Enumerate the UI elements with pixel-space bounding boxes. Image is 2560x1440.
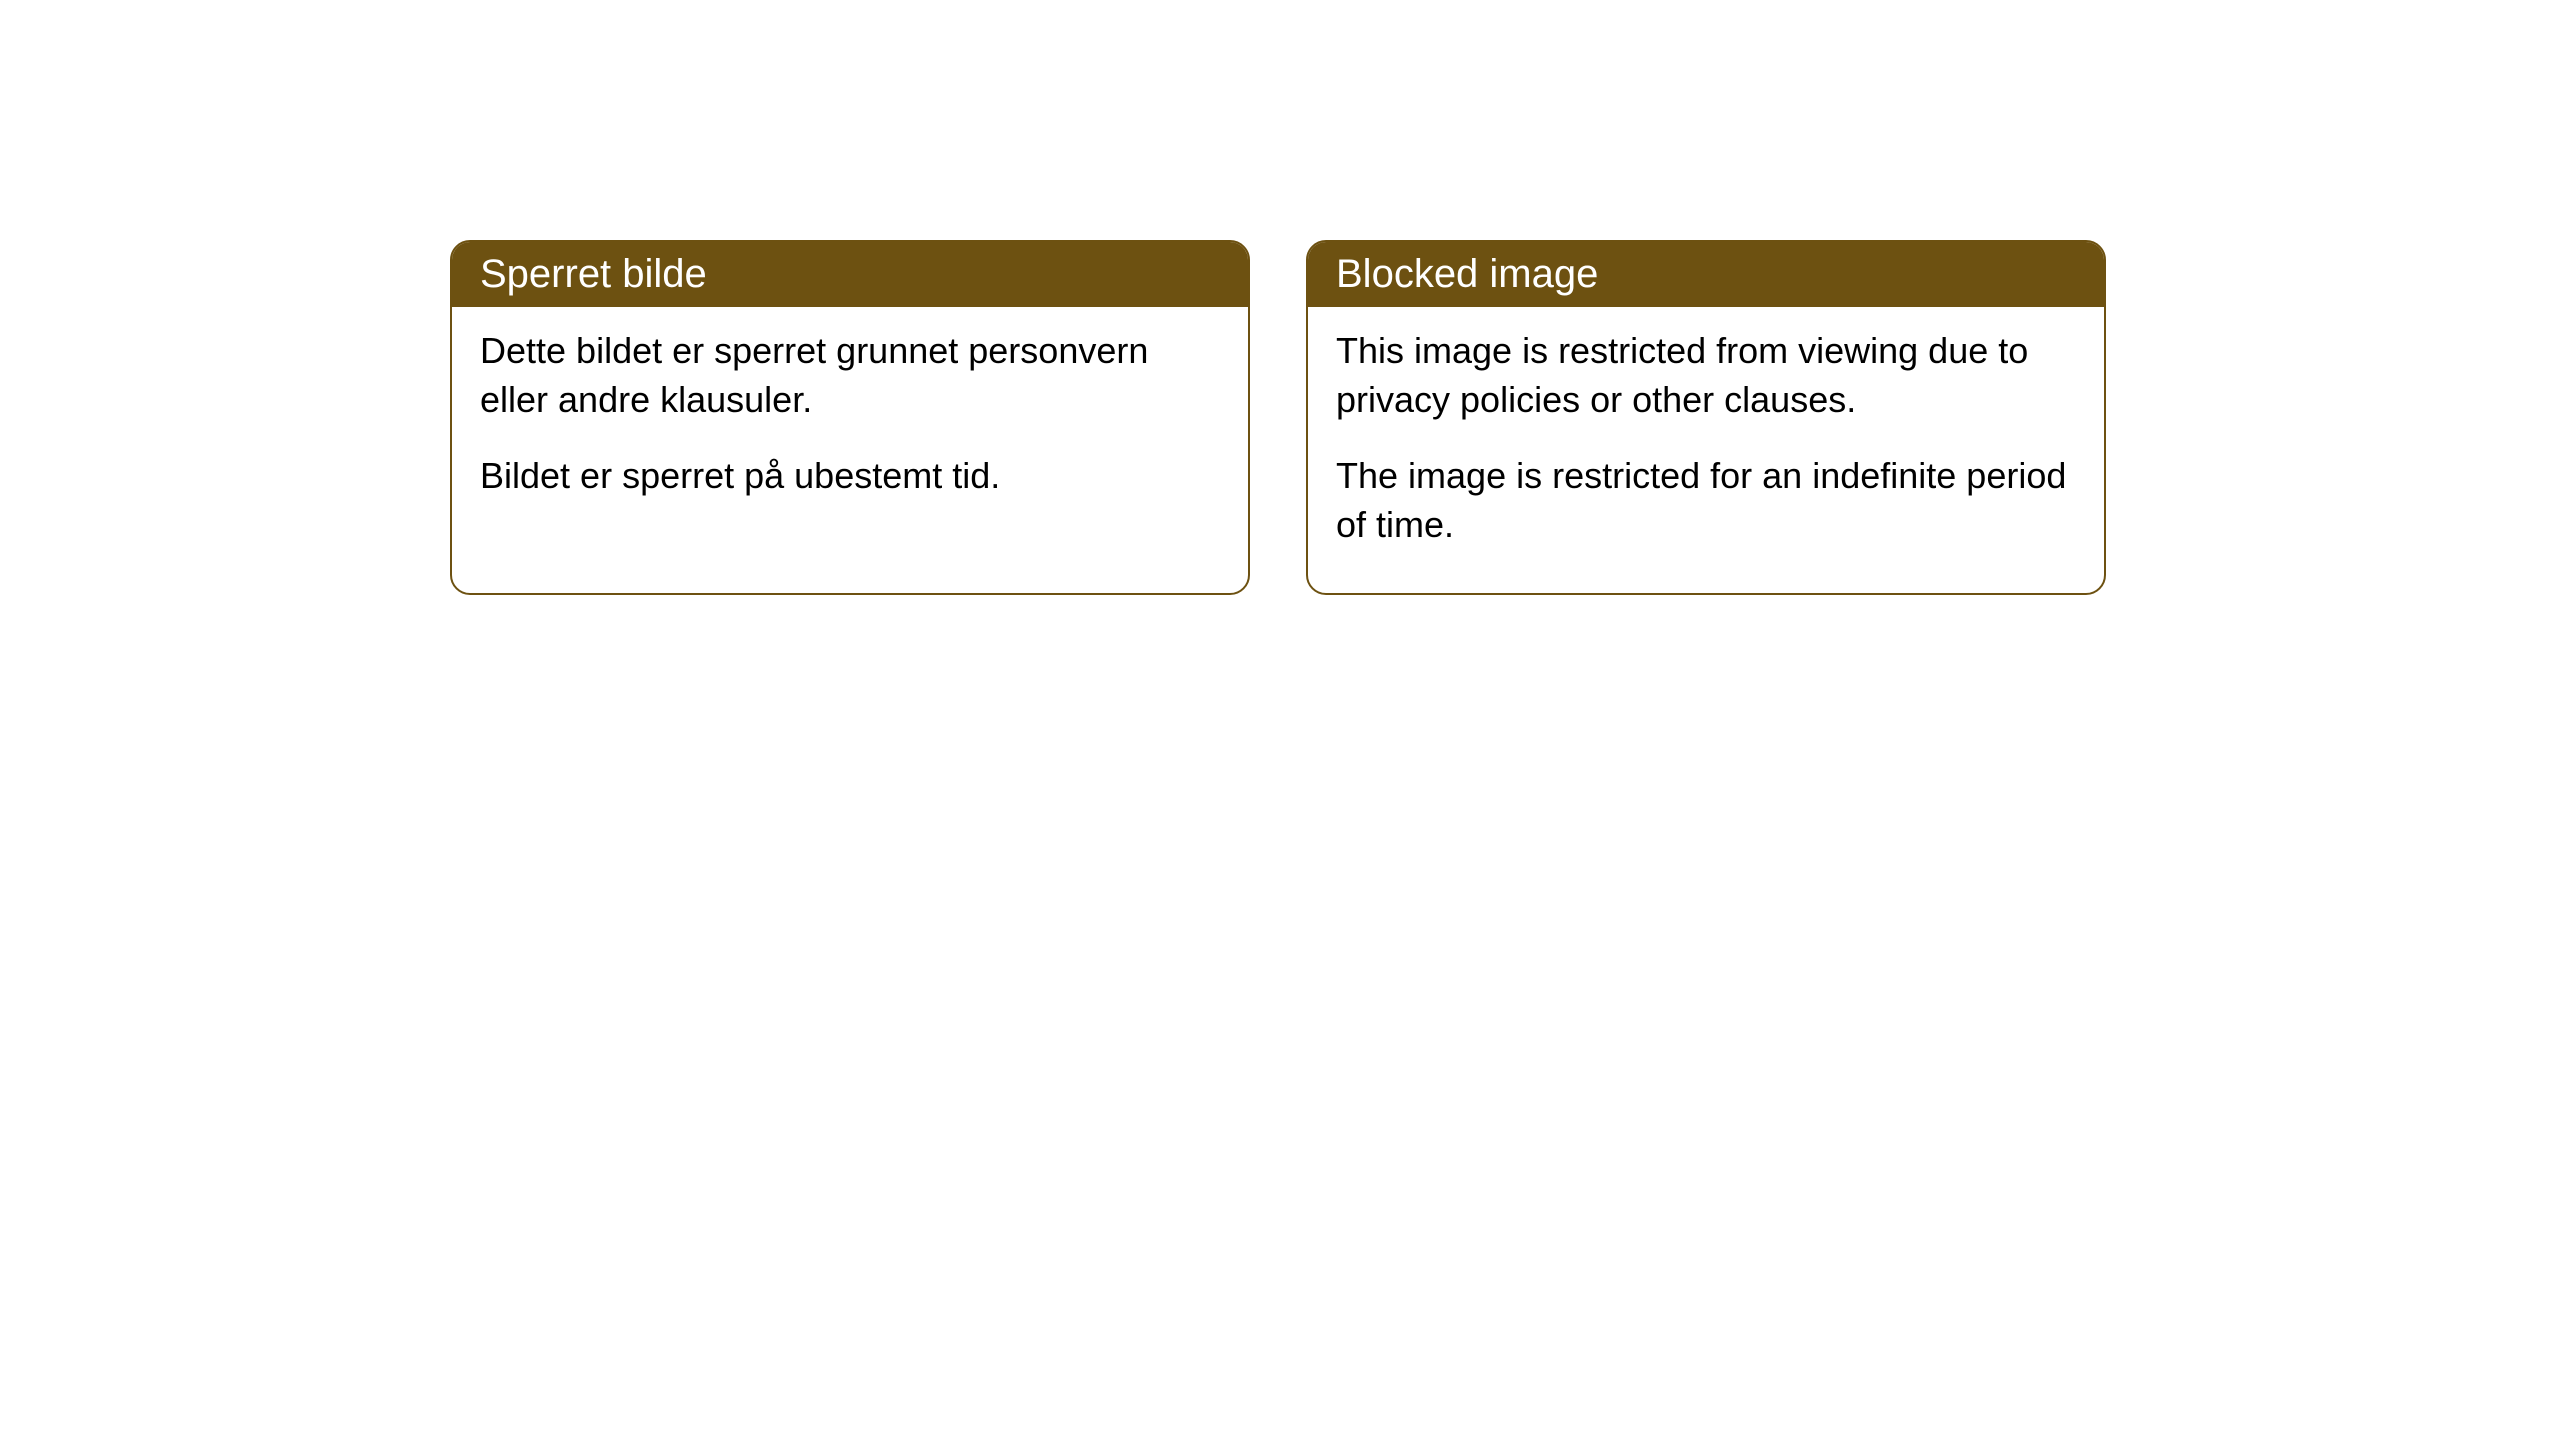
card-body-english: This image is restricted from viewing du…: [1308, 307, 2104, 593]
blocked-image-card-norwegian: Sperret bilde Dette bildet er sperret gr…: [450, 240, 1250, 595]
card-paragraph-2: Bildet er sperret på ubestemt tid.: [480, 452, 1220, 501]
card-paragraph-2: The image is restricted for an indefinit…: [1336, 452, 2076, 549]
blocked-image-card-english: Blocked image This image is restricted f…: [1306, 240, 2106, 595]
card-title: Blocked image: [1336, 252, 1598, 296]
card-paragraph-1: Dette bildet er sperret grunnet personve…: [480, 327, 1220, 424]
card-title: Sperret bilde: [480, 252, 707, 296]
card-body-norwegian: Dette bildet er sperret grunnet personve…: [452, 307, 1248, 545]
card-header-english: Blocked image: [1308, 242, 2104, 307]
card-paragraph-1: This image is restricted from viewing du…: [1336, 327, 2076, 424]
card-header-norwegian: Sperret bilde: [452, 242, 1248, 307]
notice-cards-container: Sperret bilde Dette bildet er sperret gr…: [450, 240, 2106, 595]
